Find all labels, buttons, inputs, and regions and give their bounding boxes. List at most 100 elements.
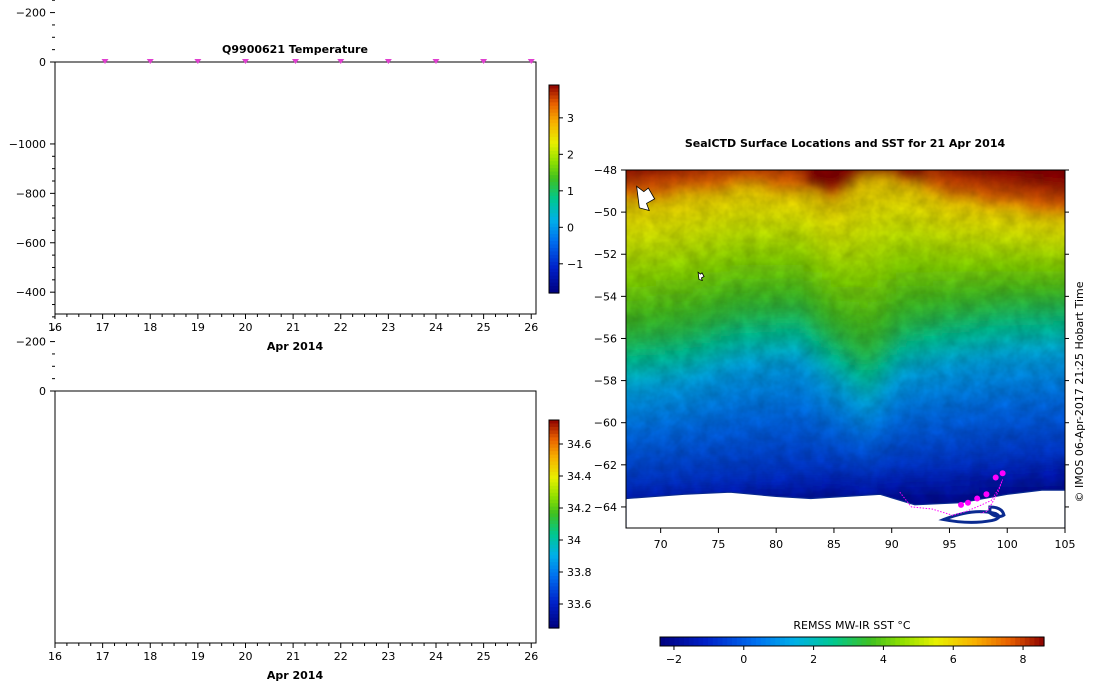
sst-cell: [822, 154, 834, 166]
sst-cell: [609, 191, 621, 203]
salinity-xtick-label: 24: [429, 650, 443, 663]
sst-cell: [785, 154, 797, 166]
temperature-colorbar-swatch: [549, 147, 559, 152]
salinity-ytick-label: −800: [16, 187, 46, 200]
temperature-colorbar-swatch: [549, 116, 559, 121]
temperature-colorbar-swatch: [549, 244, 559, 249]
temperature-colorbar-swatch: [549, 234, 559, 239]
salinity-colorbar-swatch: [549, 475, 559, 480]
map-field: [609, 154, 1065, 542]
salinity-colorbar-swatch: [549, 520, 559, 525]
salinity-xtick-label: 25: [477, 650, 491, 663]
salinity-colorbar-label: 34.2: [567, 502, 592, 515]
temperature-colorbar-swatch: [549, 279, 559, 284]
sst-cell: [804, 154, 816, 166]
sst-cell: [702, 154, 714, 166]
temperature-colorbar-swatch: [549, 137, 559, 142]
salinity-xtick-label: 21: [286, 650, 300, 663]
temperature-colorbar-swatch: [549, 189, 559, 194]
temperature-colorbar-swatch: [549, 130, 559, 135]
temperature-colorbar-swatch: [549, 88, 559, 93]
sst-cell: [998, 154, 1010, 166]
temperature-colorbar-swatch: [549, 265, 559, 270]
sst-cell: [933, 154, 945, 166]
sst-cell: [804, 530, 816, 542]
sst-cell: [609, 221, 621, 233]
salinity-colorbar-swatch: [549, 461, 559, 466]
temperature-colorbar-swatch: [549, 202, 559, 207]
temperature-xtick-label: 18: [143, 321, 157, 334]
salinity-colorbar-swatch: [549, 492, 559, 497]
temperature-profile-marker: [480, 59, 488, 64]
temperature-xtick-label: 23: [381, 321, 395, 334]
salinity-colorbar-swatch: [549, 444, 559, 449]
temperature-xtick-label: 20: [238, 321, 252, 334]
salinity-colorbar-swatch: [549, 513, 559, 518]
salinity-frame: [54, 390, 537, 644]
salinity-colorbar-swatch: [549, 506, 559, 511]
temperature-colorbar-swatch: [549, 175, 559, 180]
temperature-profile-marker: [432, 59, 440, 64]
sst-cell: [609, 530, 621, 542]
temperature-xtick-label: 24: [429, 321, 443, 334]
sst-cell: [683, 154, 695, 166]
salinity-colorbar-swatch: [549, 562, 559, 567]
temperature-colorbar-swatch: [549, 161, 559, 166]
salinity-colorbar-swatch: [549, 534, 559, 539]
salinity-colorbar-label: 34: [567, 534, 581, 547]
temperature-colorbar-swatch: [549, 272, 559, 277]
salinity-colorbar-swatch: [549, 624, 559, 629]
salinity-colorbar-label: 34.6: [567, 438, 592, 451]
temperature-xtick-label: 25: [477, 321, 491, 334]
sst-cell: [628, 154, 640, 166]
salinity-colorbar-swatch: [549, 465, 559, 470]
temperature-colorbar-swatch: [549, 105, 559, 110]
salinity-colorbar-swatch: [549, 555, 559, 560]
temperature-colorbar-swatch: [549, 192, 559, 197]
salinity-colorbar-swatch: [549, 517, 559, 522]
sst-cell: [739, 154, 751, 166]
sst-cell: [683, 530, 695, 542]
sst-cell: [609, 228, 621, 240]
temperature-xtick-label: 21: [286, 321, 300, 334]
temperature-colorbar-swatch: [549, 98, 559, 103]
sst-cell: [767, 154, 779, 166]
sst-cell: [693, 530, 705, 542]
temperature-colorbar-swatch: [549, 102, 559, 107]
sst-cell: [877, 154, 889, 166]
temperature-colorbar-swatch: [549, 140, 559, 145]
sst-cell: [942, 154, 954, 166]
temperature-frame: [54, 61, 537, 315]
sst-cell: [979, 154, 991, 166]
temperature-xtick-label: 26: [524, 321, 538, 334]
salinity-colorbar-swatch: [549, 530, 559, 535]
sst-cell: [988, 154, 1000, 166]
temperature-colorbar-swatch: [549, 150, 559, 155]
temperature-colorbar-swatch: [549, 261, 559, 266]
sst-cell: [609, 353, 621, 365]
salinity-colorbar-swatch: [549, 586, 559, 591]
temperature-colorbar-swatch: [549, 199, 559, 204]
salinity-colorbar-swatch: [549, 433, 559, 438]
sst-cell: [924, 154, 936, 166]
temperature-colorbar-swatch: [549, 119, 559, 124]
temperature-profile-marker: [292, 59, 299, 64]
salinity-colorbar-swatch: [549, 430, 559, 435]
salinity-colorbar-swatch: [549, 447, 559, 452]
salinity-colorbar-swatch: [549, 510, 559, 515]
salinity-colorbar-swatch: [549, 621, 559, 626]
temperature-colorbar-swatch: [549, 206, 559, 211]
sst-cell: [609, 177, 621, 189]
sst-cell: [609, 486, 621, 498]
sst-cell: [748, 154, 760, 166]
salinity-colorbar-swatch: [549, 607, 559, 612]
sst-cell: [730, 154, 742, 166]
salinity-colorbar-swatch: [549, 485, 559, 490]
salinity-colorbar-swatch: [549, 496, 559, 501]
sst-cell: [914, 154, 926, 166]
sst-cell: [609, 236, 621, 248]
salinity-axes: 16 17 18 19 20 21 22 23 24 25 26 0 −200 −400 −600 −800 −…: [9, 138, 538, 663]
temperature-colorbar-swatch: [549, 227, 559, 232]
temperature-colorbar: −1 0 1 2 3: [548, 84, 583, 294]
temperature-colorbar-swatch: [549, 157, 559, 162]
